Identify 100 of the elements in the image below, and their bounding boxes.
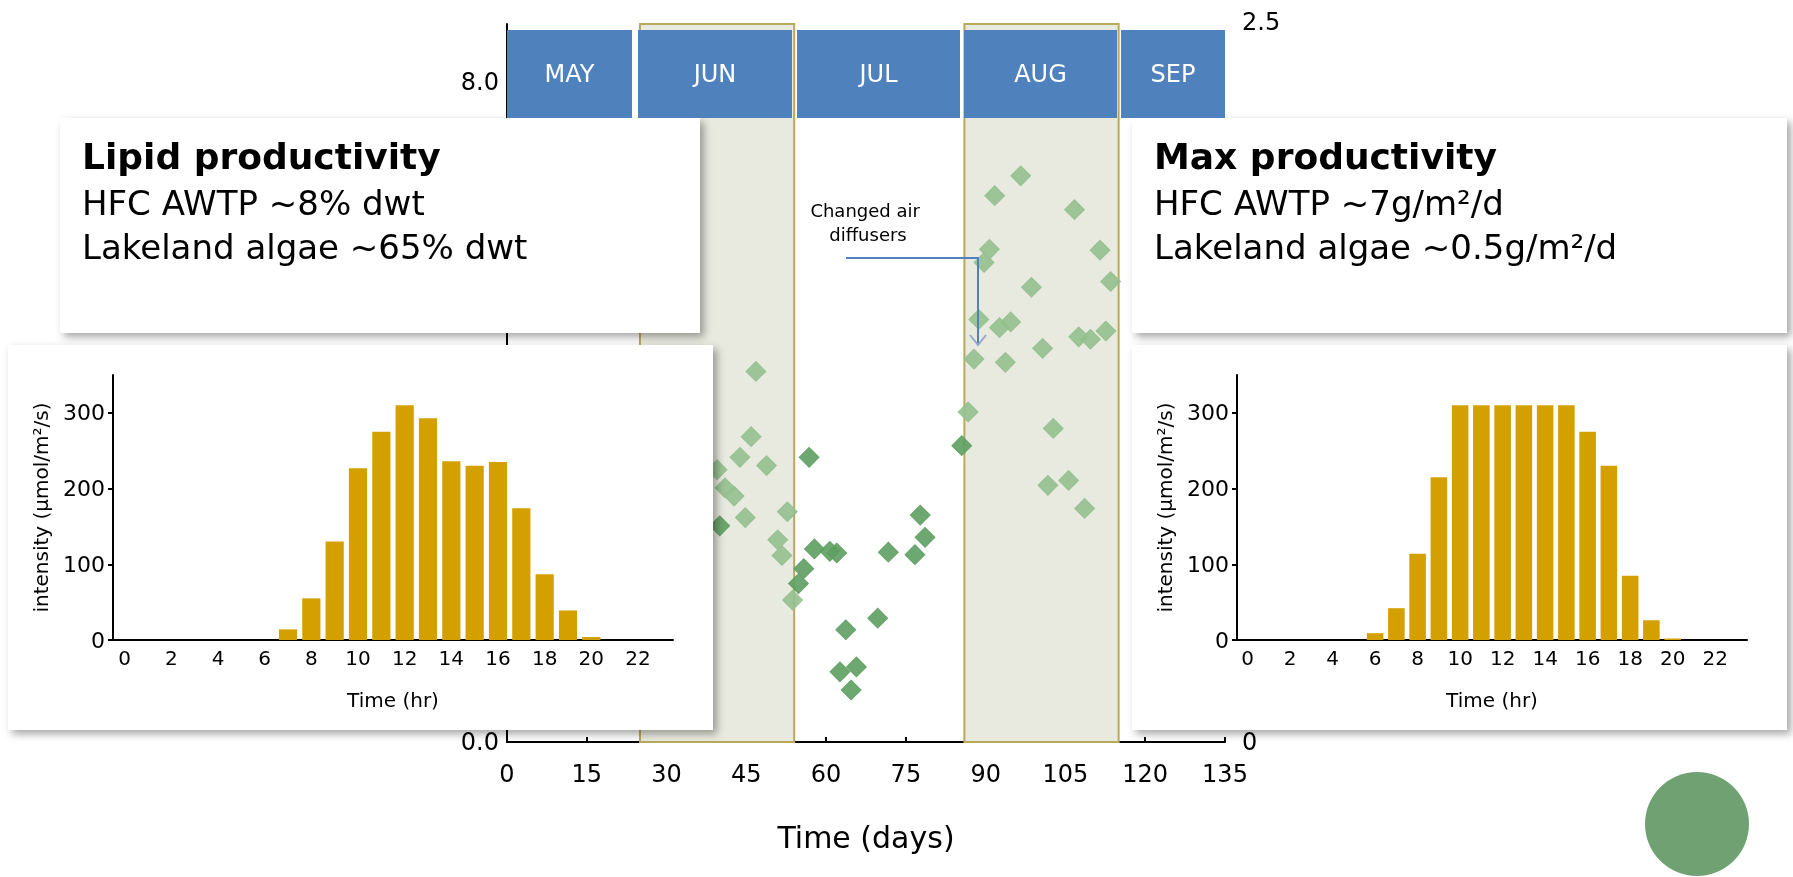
- y-tick-label: 200: [1187, 476, 1229, 502]
- bar: [1600, 465, 1618, 640]
- bar: [395, 405, 414, 640]
- annotation: JUN: [638, 30, 792, 118]
- point: [756, 455, 777, 476]
- point: [1032, 337, 1053, 359]
- y-tick-label: 100: [63, 551, 105, 577]
- annotation: Changed air diffusers: [810, 199, 926, 245]
- point: [1064, 199, 1085, 221]
- point: [951, 435, 973, 457]
- bar: [278, 629, 298, 640]
- x-tick-label: 0: [118, 646, 132, 670]
- point: [1037, 474, 1059, 496]
- bar: [535, 574, 554, 640]
- x-tick-label: 20: [578, 646, 605, 670]
- bar: [1409, 553, 1426, 640]
- text: HFC AWTP ~8% dwt: [82, 182, 426, 225]
- x-tick-label: 2: [164, 646, 178, 670]
- point: [723, 485, 745, 507]
- x-tick-label: 14: [1532, 646, 1558, 670]
- point: [1021, 276, 1042, 298]
- x-tick-label: 75: [890, 760, 922, 788]
- bar: [582, 636, 601, 640]
- bar: [488, 462, 508, 640]
- y-tick-label: 8.0: [460, 67, 499, 96]
- x-tick-label: 105: [1042, 760, 1089, 788]
- text: Lipid productivity: [82, 136, 442, 177]
- point: [788, 573, 809, 594]
- point: [914, 526, 936, 548]
- x-tick-label: 20: [1659, 646, 1686, 670]
- x-tick-label: 22: [1702, 646, 1728, 670]
- bar: [302, 598, 321, 640]
- text: Max productivity: [1154, 136, 1498, 177]
- x-tick-label: 6: [1368, 646, 1382, 670]
- bar: [558, 610, 578, 640]
- bar: [1494, 405, 1511, 640]
- y-tick-label: 300: [1187, 400, 1229, 426]
- x-tick-label: 22: [625, 646, 651, 670]
- bar: [1515, 405, 1533, 640]
- x-tick-label: 16: [485, 646, 511, 670]
- bar: [1388, 608, 1405, 640]
- y-tick-label: 0: [1215, 627, 1229, 653]
- bar: [1536, 405, 1554, 640]
- point: [767, 529, 789, 551]
- bar: [465, 465, 484, 640]
- point: [835, 619, 857, 641]
- point: [1010, 165, 1032, 187]
- x-tick-label: 8: [1411, 646, 1424, 670]
- point: [782, 589, 803, 611]
- point: [984, 185, 1006, 207]
- point: [798, 446, 820, 468]
- x-tick-label: 8: [304, 646, 318, 670]
- x-tick-label: 90: [970, 760, 1001, 788]
- point: [904, 544, 926, 566]
- point: [840, 679, 862, 701]
- bar: [1643, 620, 1660, 640]
- bar: [1451, 405, 1469, 640]
- x-tick-label: 4: [211, 646, 225, 670]
- bar: [348, 468, 368, 640]
- point: [745, 361, 767, 382]
- bar: [325, 541, 344, 640]
- bar: [1558, 405, 1575, 640]
- y-axis-title: intensity (µmol/m²/s): [1153, 402, 1177, 613]
- x-tick-label: 2: [1283, 646, 1297, 670]
- point: [909, 504, 931, 526]
- bar: [1579, 431, 1596, 640]
- point: [1100, 271, 1122, 292]
- point: [734, 507, 756, 528]
- x-tick-label: 15: [571, 760, 603, 788]
- annotation: MAY: [507, 30, 632, 118]
- x-tick-label: 4: [1326, 646, 1339, 670]
- text: 2.5: [1242, 8, 1281, 36]
- x-tick-label: 18: [531, 646, 558, 670]
- point: [829, 661, 851, 683]
- bar: [442, 461, 461, 640]
- point: [804, 538, 825, 560]
- point: [867, 607, 889, 629]
- point: [1000, 311, 1022, 333]
- x-tick-label: 14: [438, 646, 465, 670]
- point: [846, 656, 867, 678]
- bar: [418, 418, 438, 640]
- x-tick-label: 0: [1241, 646, 1254, 670]
- annotation: Lakeland algae ~0.5g/m²/d: [1154, 226, 1619, 270]
- y-axis-title: intensity (µmol/m²/s): [29, 402, 53, 613]
- point: [771, 545, 793, 566]
- x-tick-label: 45: [731, 760, 762, 788]
- point: [1080, 328, 1101, 350]
- x-tick-label: 6: [258, 646, 272, 670]
- bar: [1621, 575, 1639, 640]
- point: [1074, 498, 1095, 519]
- annotation: AUG: [964, 30, 1117, 118]
- point: [1095, 320, 1117, 342]
- bar: [1473, 405, 1490, 640]
- point: [957, 401, 979, 423]
- point: [1058, 469, 1080, 491]
- point: [963, 348, 985, 370]
- point: [826, 542, 848, 564]
- x-axis-title: Time (hr): [1445, 688, 1538, 712]
- x-tick-label: 18: [1617, 646, 1643, 670]
- x-tick-label: 10: [345, 646, 371, 670]
